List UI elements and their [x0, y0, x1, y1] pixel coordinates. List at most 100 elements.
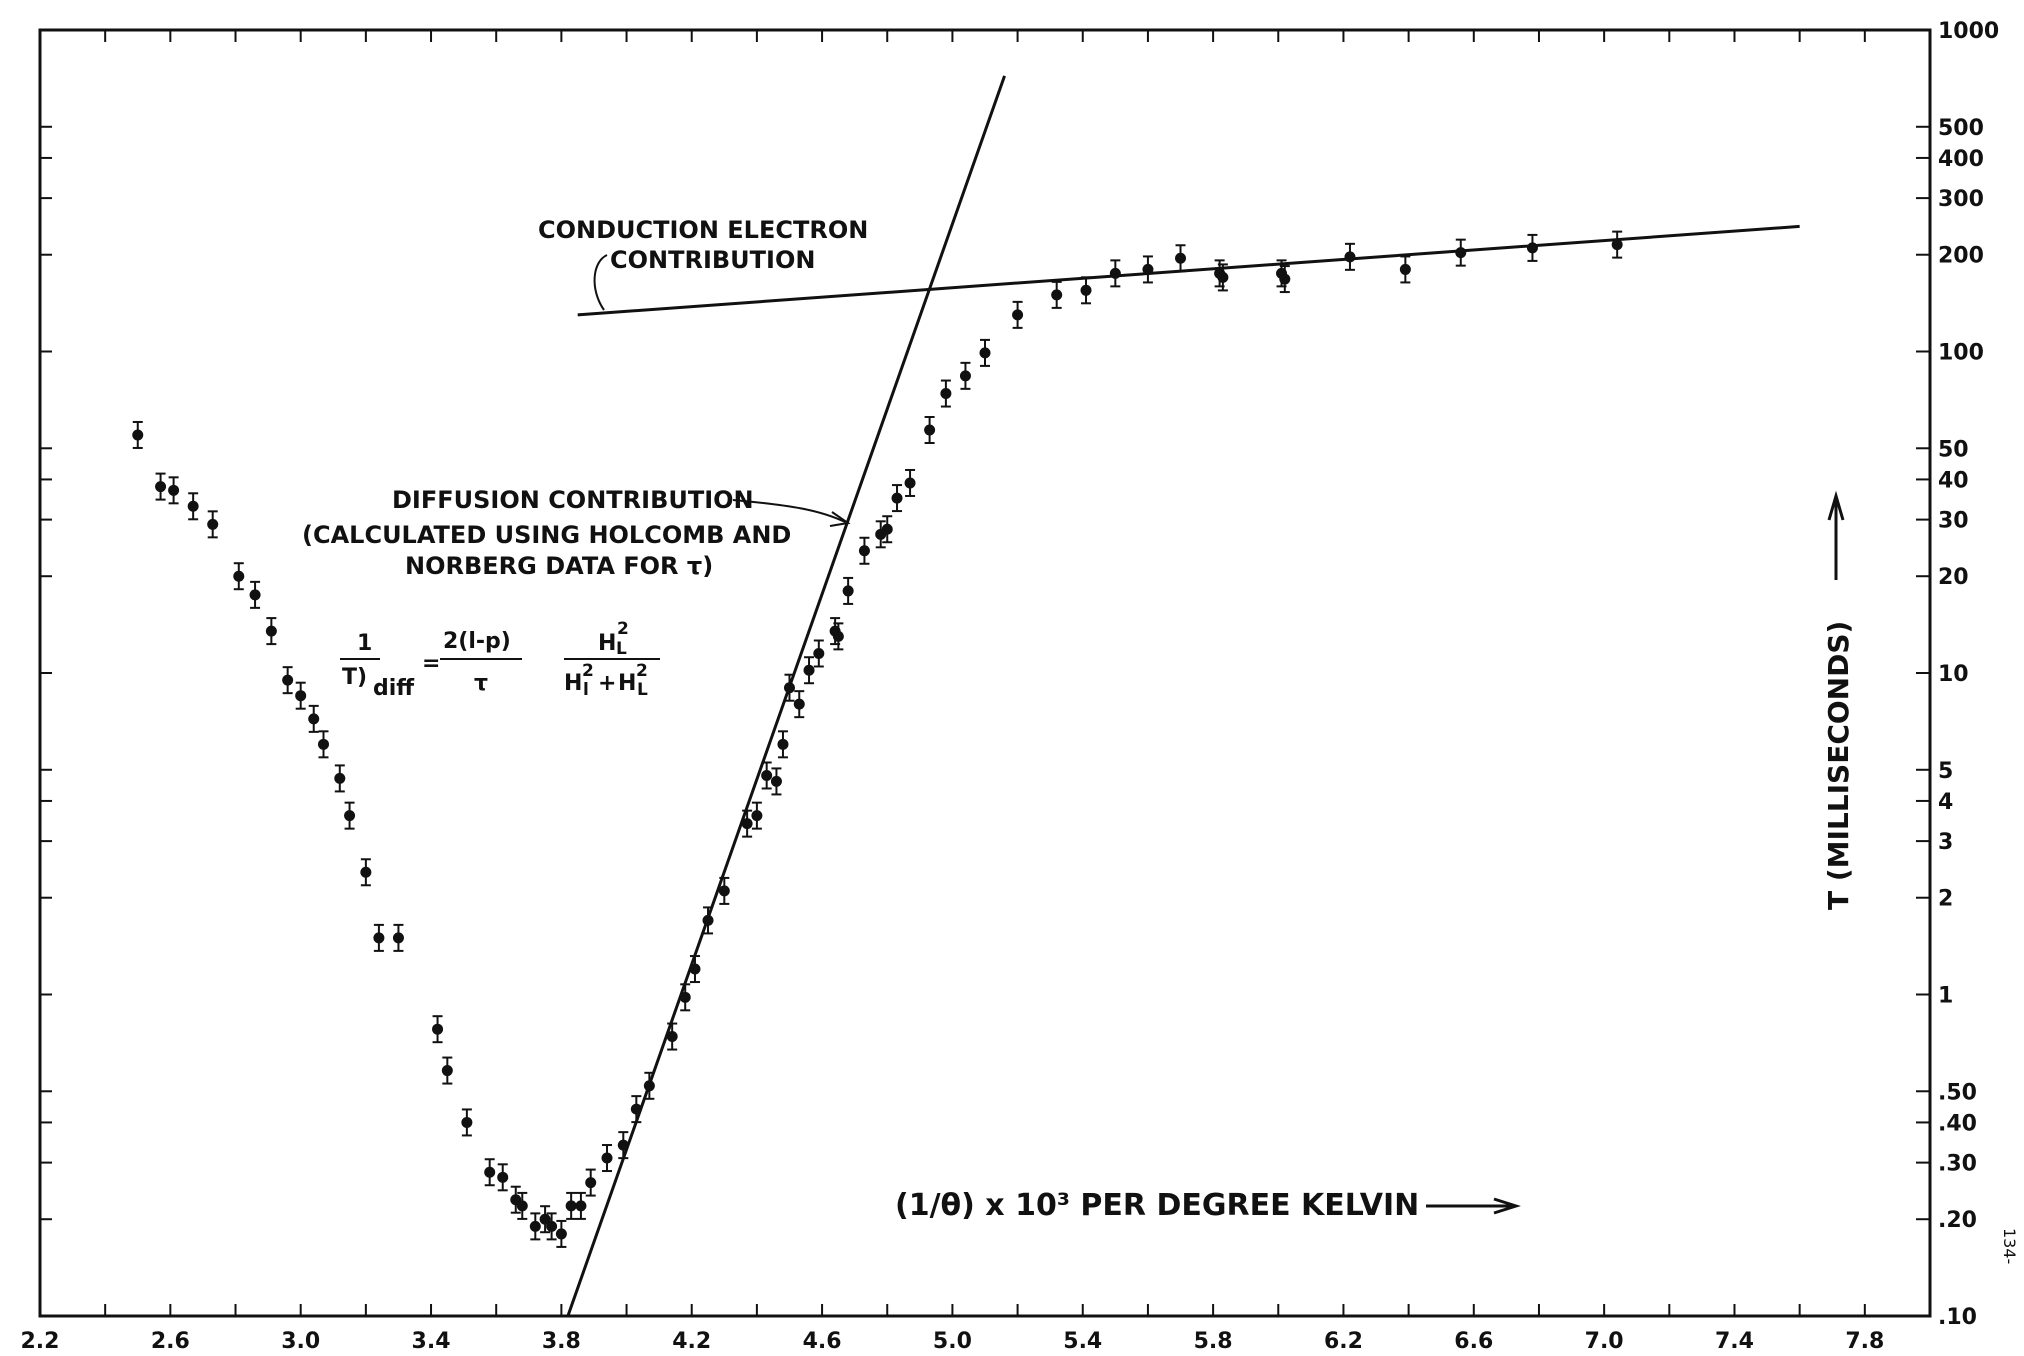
- eq-right-den-plus: +: [598, 671, 616, 696]
- data-point: [484, 1158, 496, 1187]
- plot-frame: [38, 28, 1932, 1318]
- data-point: [842, 576, 854, 605]
- x-tick-label: 4.6: [803, 1329, 842, 1354]
- y-tick-label: 400: [1938, 147, 1984, 172]
- data-point: [751, 801, 763, 830]
- y-tick-label: 500: [1938, 116, 1984, 141]
- data-point: [940, 379, 952, 408]
- data-point: [565, 1191, 577, 1220]
- y-tick-label: 4: [1938, 790, 1953, 815]
- data-point: [924, 415, 936, 444]
- data-point: [904, 468, 916, 497]
- data-point: [282, 666, 294, 695]
- data-point: [1526, 233, 1538, 262]
- y-tick-label: 40: [1938, 468, 1969, 493]
- eq-lhs-denominator: T): [342, 665, 367, 690]
- data-point: [689, 955, 701, 984]
- y-axis-ticks: 1000 500 400 300 200 100 50 40 30 20 10 5 4 3 2 1 .50 .40…: [40, 19, 1999, 1330]
- data-point: [679, 983, 691, 1012]
- data-point: [601, 1144, 613, 1173]
- y-tick-label: 50: [1938, 437, 1969, 462]
- diffusion-label-line2: (CALCULATED USING HOLCOMB AND: [302, 521, 791, 549]
- data-point: [761, 761, 773, 790]
- x-tick-label: 6.6: [1454, 1329, 1493, 1354]
- data-point: [529, 1212, 541, 1241]
- eq-right-den-h2-sup: 2: [636, 661, 648, 681]
- data-point: [360, 858, 372, 887]
- data-point: [959, 361, 971, 390]
- eq-right-den-h2: H: [618, 671, 636, 696]
- x-tick-label: 3.0: [281, 1329, 320, 1354]
- data-point: [783, 673, 795, 702]
- x-tick-label: 7.0: [1585, 1329, 1624, 1354]
- y-tick-label: 2: [1938, 887, 1953, 912]
- eq-right-den-h1-sup: 2: [582, 661, 594, 681]
- y-tick-label: .40: [1938, 1111, 1977, 1136]
- data-point: [1175, 244, 1187, 273]
- y-axis-arrow: [1827, 490, 1845, 580]
- eq-mid-numerator: 2(l-p): [443, 629, 511, 654]
- data-point: [539, 1205, 551, 1234]
- data-point: [233, 562, 245, 591]
- data-point: [432, 1015, 444, 1044]
- diffusion-pointer: [732, 499, 846, 523]
- data-point: [132, 420, 144, 449]
- eq-lhs-subscript: diff: [373, 676, 415, 701]
- data-point: [497, 1163, 509, 1192]
- y-tick-label: 1000: [1938, 19, 1999, 44]
- y-tick-label: .20: [1938, 1208, 1977, 1233]
- eq-right-numerator-sup: 2: [617, 619, 629, 639]
- y-tick-label: 3: [1938, 830, 1953, 855]
- conduction-label-line2: CONTRIBUTION: [610, 246, 815, 274]
- data-point: [187, 492, 199, 521]
- y-axis-title: T (MILLISECONDS): [1822, 621, 1855, 910]
- data-point: [1399, 255, 1411, 284]
- x-tick-label: 5.4: [1063, 1329, 1102, 1354]
- data-point: [793, 690, 805, 719]
- data-point: [1455, 238, 1467, 267]
- x-axis-arrow: [1426, 1197, 1521, 1215]
- data-point: [207, 510, 219, 539]
- data-point: [344, 801, 356, 830]
- data-point: [858, 536, 870, 565]
- diffusion-label-line1: DIFFUSION CONTRIBUTION: [392, 486, 754, 514]
- page-mark: 134-: [2000, 1228, 2019, 1264]
- data-point: [155, 472, 167, 501]
- eq-right-numerator-sub: L: [616, 639, 627, 659]
- diffusion-pointer-head: [829, 511, 851, 527]
- x-axis-ticks: 2.2 2.6 3.0 3.4 3.8 4.2 4.6 5.0 5.4 5.8 6.2 6.6 7.0 7…: [21, 30, 1931, 1354]
- data-point: [265, 617, 277, 646]
- eq-right-numerator: H: [598, 631, 616, 656]
- data-point: [1217, 263, 1229, 292]
- data-point: [617, 1131, 629, 1160]
- x-tick-label: 3.4: [412, 1329, 451, 1354]
- data-point: [295, 681, 307, 710]
- conduction-electron-line: [577, 224, 1800, 317]
- data-point: [516, 1191, 528, 1220]
- x-tick-label: 2.6: [151, 1329, 190, 1354]
- y-tick-label: .10: [1938, 1305, 1977, 1330]
- data-points: [132, 230, 1623, 1248]
- y-tick-label: 20: [1938, 565, 1969, 590]
- data-point: [461, 1108, 473, 1137]
- data-point: [891, 484, 903, 513]
- data-point: [777, 730, 789, 759]
- y-tick-label: .50: [1938, 1080, 1977, 1105]
- data-point: [555, 1219, 567, 1248]
- y-tick-label: 10: [1938, 662, 1969, 687]
- data-point: [643, 1071, 655, 1100]
- data-point: [630, 1095, 642, 1124]
- data-point: [813, 639, 825, 668]
- data-point: [1611, 230, 1623, 259]
- conduction-pointer: [593, 254, 608, 311]
- data-point: [334, 764, 346, 793]
- data-point: [1279, 265, 1291, 294]
- data-point: [373, 923, 385, 952]
- data-point: [585, 1168, 597, 1197]
- data-point: [1051, 280, 1063, 309]
- x-tick-label: 4.2: [672, 1329, 711, 1354]
- data-point: [741, 809, 753, 838]
- y-tick-label: .30: [1938, 1152, 1977, 1177]
- data-point: [1109, 259, 1121, 288]
